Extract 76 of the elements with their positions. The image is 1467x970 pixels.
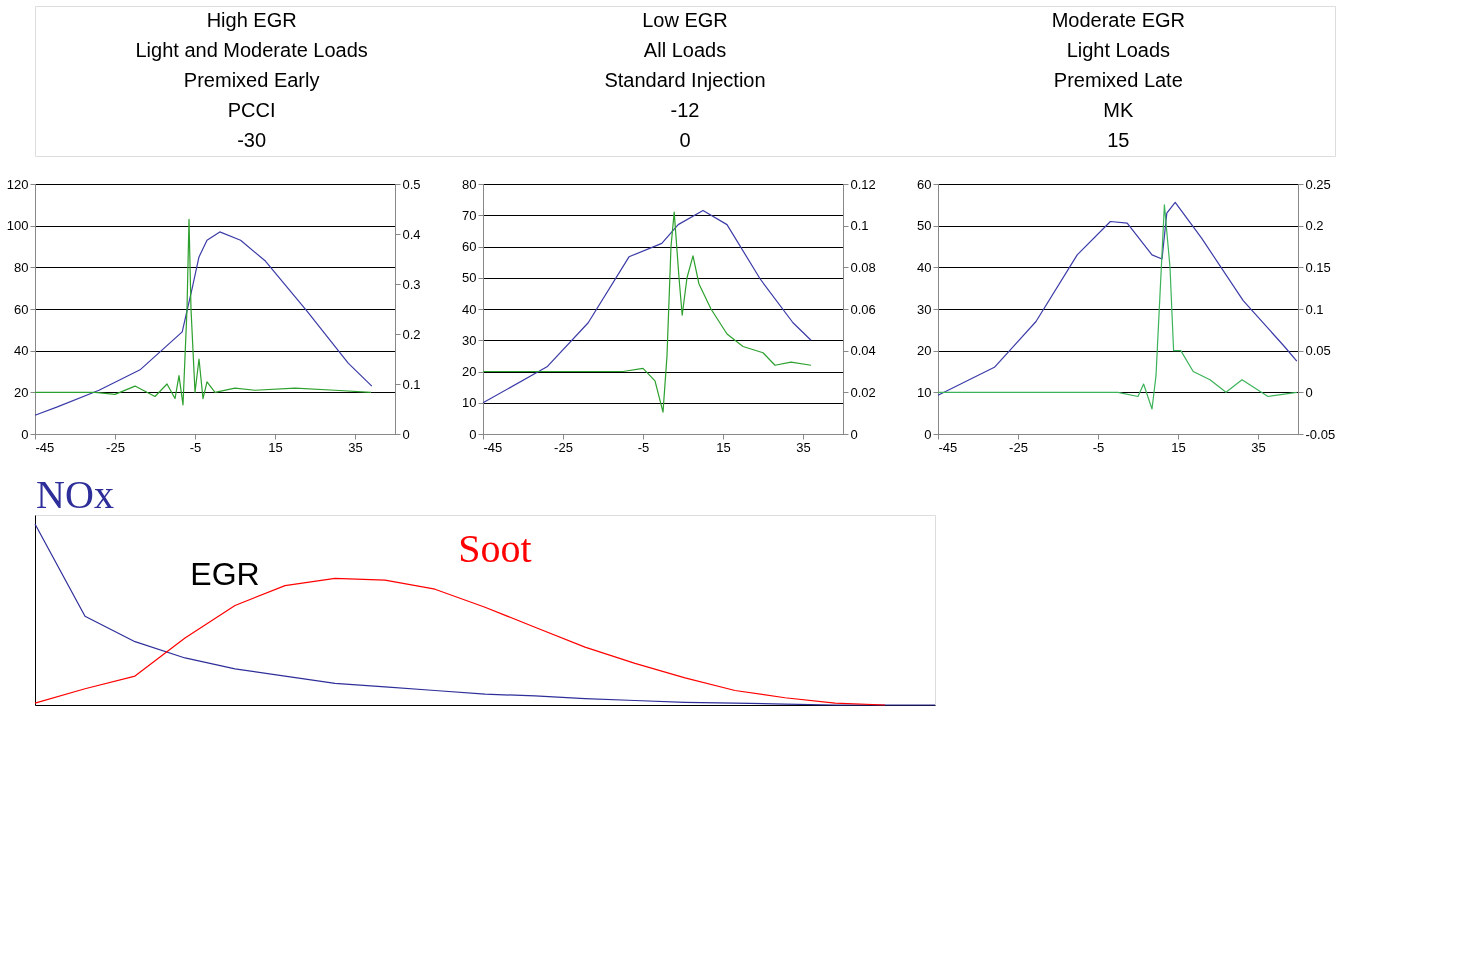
text: Low EGR	[642, 9, 728, 31]
series-label: NOx	[36, 472, 114, 518]
y-tick-label: 10	[917, 384, 932, 400]
text: 0	[679, 129, 691, 151]
y-tick-label: 100	[6, 218, 29, 234]
y-tick-label: 40	[462, 301, 477, 317]
text: -30	[237, 129, 267, 151]
y2-tick-label: 0.08	[850, 259, 876, 275]
x-tick-label: 15	[1171, 439, 1186, 455]
y2-tick-label: 0.3	[402, 276, 421, 292]
x-tick-label: -25	[106, 439, 125, 455]
y2-tick-label: 0.2	[402, 326, 421, 342]
y-tick-label: 50	[917, 218, 932, 234]
text: 15	[1107, 129, 1130, 151]
y-tick-label: 60	[462, 239, 477, 254]
y2-tick-label: 0.1	[402, 376, 421, 392]
y2-tick-label: -0.05	[1305, 426, 1336, 442]
x-tick-label: -25	[1009, 439, 1028, 455]
y2-tick-label: 0.5	[402, 176, 421, 192]
y2-tick-label: 0.04	[850, 343, 876, 359]
x-tick-label: -45	[483, 439, 503, 455]
x-tick-label: 35	[1251, 439, 1266, 455]
x-tick-label: -5	[189, 439, 202, 455]
y2-tick-label: 0.15	[1305, 259, 1331, 275]
y-tick-label: 80	[14, 259, 29, 275]
y-tick-label: 0	[924, 426, 932, 442]
text: MK	[1103, 99, 1134, 121]
y-tick-label: 60	[917, 176, 932, 192]
series-label: Soot	[458, 526, 532, 572]
text: Light Loads	[1066, 39, 1171, 61]
y-tick-label: 120	[6, 176, 29, 192]
y2-tick-label: 0.1	[1305, 301, 1324, 317]
y-tick-label: 40	[14, 343, 29, 359]
y2-tick-label: 0	[1305, 384, 1313, 400]
text: Premixed Early	[183, 69, 320, 91]
y-tick-label: 20	[14, 384, 29, 400]
annotation: EGR	[190, 556, 260, 592]
text: Premixed Late	[1053, 69, 1183, 91]
y-tick-label: 30	[462, 332, 477, 348]
text: Light and Moderate Loads	[135, 39, 368, 61]
y2-tick-label: 0.4	[402, 226, 421, 242]
x-tick-label: -5	[637, 439, 650, 455]
text: Standard Injection	[604, 69, 766, 91]
x-tick-label: -5	[1092, 439, 1105, 455]
y-tick-label: 30	[917, 301, 932, 317]
text: High EGR	[206, 9, 297, 31]
y-tick-label: 10	[462, 395, 477, 411]
y2-tick-label: 0.12	[850, 176, 876, 192]
text: PCCI	[227, 99, 276, 121]
x-tick-label: 15	[716, 439, 731, 455]
text: Moderate EGR	[1051, 9, 1186, 31]
y-tick-label: 60	[14, 301, 29, 317]
y-tick-label: 0	[469, 426, 477, 442]
y-tick-label: 50	[462, 270, 477, 286]
text: All Loads	[643, 39, 727, 61]
y-tick-label: 0	[21, 426, 29, 442]
y2-tick-label: 0	[402, 426, 410, 442]
y2-tick-label: 0.1	[850, 218, 869, 234]
y-tick-label: 20	[917, 343, 932, 359]
x-tick-label: -45	[938, 439, 958, 455]
x-tick-label: -25	[554, 439, 573, 455]
y-tick-label: 70	[462, 207, 477, 223]
x-tick-label: -45	[35, 439, 55, 455]
x-tick-label: 35	[796, 439, 811, 455]
y2-tick-label: 0.2	[1305, 218, 1324, 234]
x-tick-label: 15	[268, 439, 283, 455]
x-tick-label: 35	[348, 439, 363, 455]
y-tick-label: 40	[917, 259, 932, 275]
y2-tick-label: 0.25	[1305, 176, 1331, 192]
y2-tick-label: 0.02	[850, 384, 876, 400]
y2-tick-label: 0.06	[850, 301, 876, 317]
y2-tick-label: 0	[850, 426, 858, 442]
y-tick-label: 20	[462, 364, 477, 379]
text: -12	[670, 99, 700, 121]
y2-tick-label: 0.05	[1305, 343, 1331, 359]
y-tick-label: 80	[462, 176, 477, 192]
